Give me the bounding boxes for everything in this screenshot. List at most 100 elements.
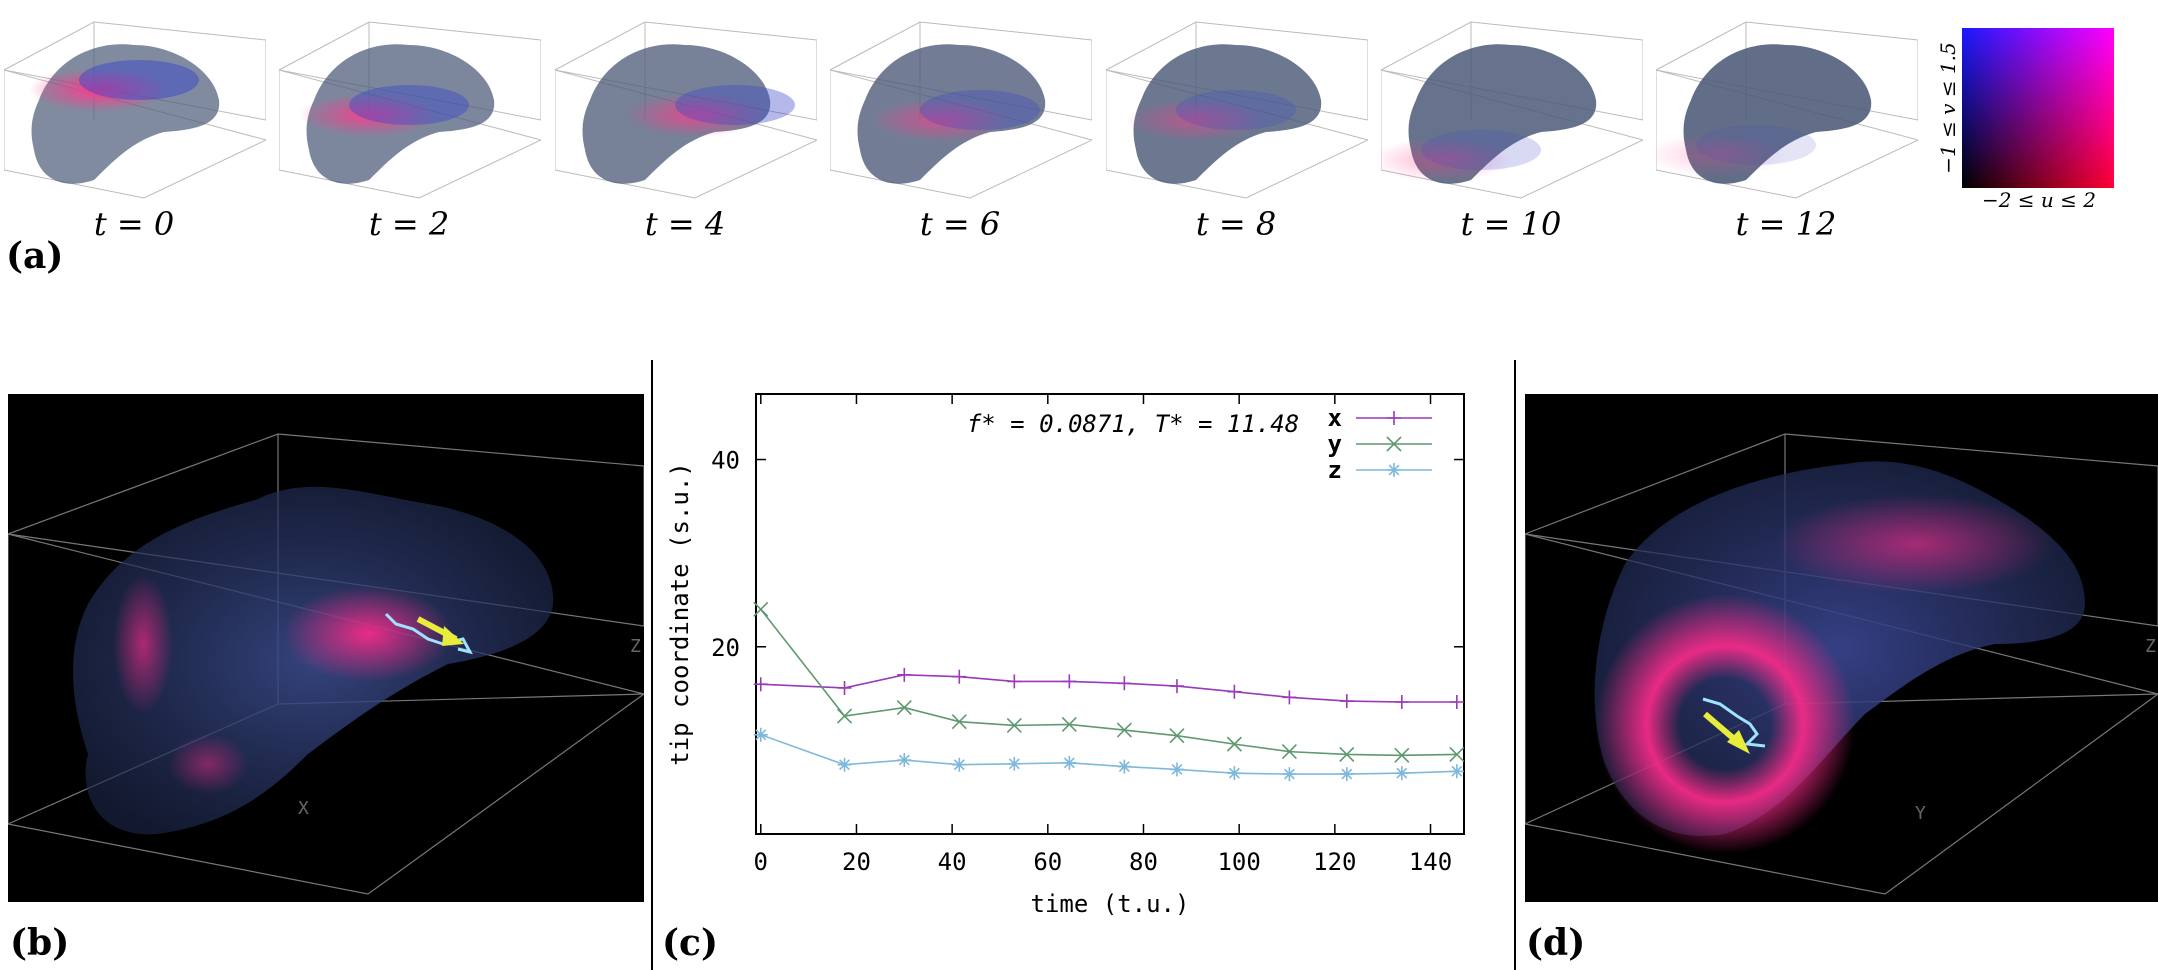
snapshot-image: [2, 20, 268, 200]
data-point-z: [1007, 756, 1022, 771]
x-axis-label: time (t.u.): [1031, 890, 1190, 918]
spiral-wave-ring: [1595, 594, 1855, 854]
snapshot-image: [1371, 20, 1645, 200]
tip-trajectory: [384, 612, 473, 655]
tip-trajectory: [1702, 697, 1766, 748]
plot-frame: [755, 393, 1465, 835]
data-point-x: [1449, 695, 1464, 709]
colorbar-v-label: −1 ≤ v ≤ 1.5: [1936, 42, 1960, 174]
panel-label-a: (a): [6, 235, 64, 277]
spiral-wave: [283, 586, 453, 682]
time-label: t = 8: [1195, 205, 1277, 243]
legend: xyz: [1328, 404, 1432, 484]
snapshot-render: [1646, 21, 1920, 199]
data-point-x: [1282, 690, 1297, 705]
axis-z-label: Z: [2145, 636, 2156, 657]
view-b: X Z: [7, 394, 646, 902]
view-d-render: Y Z: [1522, 433, 2158, 895]
y-tick-label: 40: [711, 447, 740, 475]
panel-label-b: (b): [10, 922, 70, 964]
data-point-y: [1394, 747, 1410, 763]
data-point-z: [952, 757, 967, 772]
colorbar-u-label: −2 ≤ u ≤ 2: [1981, 188, 2097, 212]
y-axis-label: tip coordinate (s.u.): [666, 462, 694, 765]
time-label: t = 12: [1735, 205, 1837, 243]
snapshot-render: [2, 21, 268, 199]
snapshot-image: [553, 20, 819, 200]
time-label: t = 6: [919, 205, 1001, 243]
x-tick-label: 40: [938, 848, 967, 876]
data-point-x: [1339, 694, 1354, 709]
x-tick-label: 140: [1409, 848, 1452, 876]
data-point-x: [837, 680, 852, 695]
snapshot-render: [1371, 21, 1645, 199]
data-point-y: [1449, 746, 1465, 762]
time-label: t = 4: [644, 205, 726, 243]
data-point-y: [753, 601, 769, 617]
data-point-z: [1117, 759, 1132, 774]
legend-marker-z: [1387, 463, 1401, 477]
snapshot-image: [1104, 20, 1370, 200]
divider-left: [651, 360, 653, 970]
data-point-z: [1449, 764, 1464, 779]
time-label: t = 2: [368, 205, 450, 243]
legend-marker-y: [1386, 436, 1402, 452]
panel-label-c: (c): [662, 922, 718, 964]
data-point-z: [837, 757, 852, 772]
data-point-y: [951, 714, 967, 730]
data-point-x: [1394, 695, 1409, 709]
data-point-x: [897, 667, 912, 682]
data-point-y: [1339, 746, 1355, 762]
spiral-wave-edge: [113, 574, 173, 714]
snapshot-image: [1646, 20, 1920, 200]
data-point-z: [897, 753, 912, 768]
colorbar-gradient: [1962, 28, 2114, 188]
data-point-z: [753, 727, 768, 742]
data-point-y: [1061, 716, 1077, 733]
data-point-y: [1116, 722, 1132, 738]
view-b-render: X Z: [7, 433, 646, 895]
x-tick-label: 120: [1313, 848, 1356, 876]
x-tick-label: 20: [842, 848, 871, 876]
axis-z-label: Z: [630, 636, 641, 657]
x-tick-label: 0: [754, 848, 768, 876]
x-tick-label: 100: [1217, 848, 1260, 876]
direction-arrowhead: [1727, 730, 1750, 754]
x-tick-label: 80: [1129, 848, 1158, 876]
data-point-z: [1282, 767, 1297, 782]
direction-arrowhead: [442, 626, 464, 646]
data-point-y: [836, 708, 853, 724]
data-point-y: [1281, 744, 1297, 760]
colorbar: [1962, 28, 2114, 188]
tip-coordinate-chart: 0 20 40 60 80 100 120 140 20 40 f* = 0.0871, T* =…: [666, 393, 1465, 918]
spiral-wave-lower: [168, 734, 248, 794]
snapshot-render: [828, 21, 1094, 199]
data-point-x: [1227, 684, 1242, 699]
data-point-z: [1394, 766, 1409, 781]
data-point-x: [1007, 674, 1022, 689]
data-point-x: [952, 669, 967, 684]
view-d: Y Z: [1522, 394, 2158, 902]
series-line-x: [760, 674, 1457, 703]
data-point-z: [1169, 762, 1184, 777]
frequency-period-annotation: f* = 0.0871, T* = 11.48: [967, 410, 1299, 438]
legend-marker-x: [1387, 411, 1401, 425]
data-point-x: [1062, 674, 1077, 689]
data-point-z: [1227, 766, 1242, 781]
legend-label-x: x: [1328, 404, 1342, 432]
data-point-y: [1169, 728, 1185, 744]
legend-label-z: z: [1328, 456, 1342, 484]
data-point-z: [1062, 755, 1077, 770]
axis-x-label: X: [298, 798, 309, 819]
time-label: t = 10: [1460, 205, 1562, 243]
data-point-y: [896, 700, 912, 716]
axis-y-label: Y: [1915, 803, 1926, 824]
data-point-x: [1169, 679, 1184, 694]
data-point-x: [1117, 676, 1132, 691]
divider-right: [1514, 360, 1516, 970]
data-point-x: [753, 677, 768, 692]
snapshot-image: [828, 20, 1094, 200]
x-tick-label: 60: [1033, 848, 1062, 876]
data-point-y: [1226, 736, 1242, 752]
snapshot-render: [277, 21, 543, 199]
